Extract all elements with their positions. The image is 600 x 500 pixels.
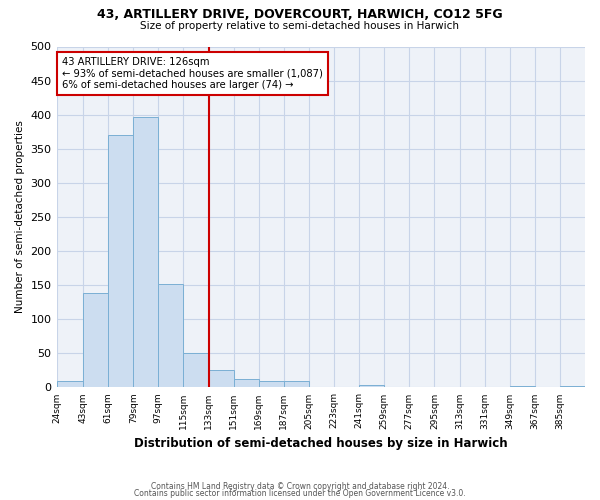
Text: Size of property relative to semi-detached houses in Harwich: Size of property relative to semi-detach… [140, 21, 460, 31]
Bar [56, 380, 83, 388]
Bar [108, 135, 133, 388]
Bar [284, 380, 309, 388]
Text: Contains public sector information licensed under the Open Government Licence v3: Contains public sector information licen… [134, 490, 466, 498]
Bar [560, 386, 585, 388]
Bar [259, 380, 284, 388]
Bar [158, 284, 184, 388]
X-axis label: Distribution of semi-detached houses by size in Harwich: Distribution of semi-detached houses by … [134, 437, 508, 450]
Text: 43, ARTILLERY DRIVE, DOVERCOURT, HARWICH, CO12 5FG: 43, ARTILLERY DRIVE, DOVERCOURT, HARWICH… [97, 8, 503, 20]
Text: 43 ARTILLERY DRIVE: 126sqm
← 93% of semi-detached houses are smaller (1,087)
6% : 43 ARTILLERY DRIVE: 126sqm ← 93% of semi… [62, 56, 323, 90]
Bar [209, 370, 233, 388]
Bar [510, 386, 535, 388]
Y-axis label: Number of semi-detached properties: Number of semi-detached properties [15, 120, 25, 314]
Bar [184, 354, 209, 388]
Bar [359, 386, 384, 388]
Bar [133, 116, 158, 388]
Text: Contains HM Land Registry data © Crown copyright and database right 2024.: Contains HM Land Registry data © Crown c… [151, 482, 449, 491]
Bar [233, 378, 259, 388]
Bar [83, 294, 108, 388]
